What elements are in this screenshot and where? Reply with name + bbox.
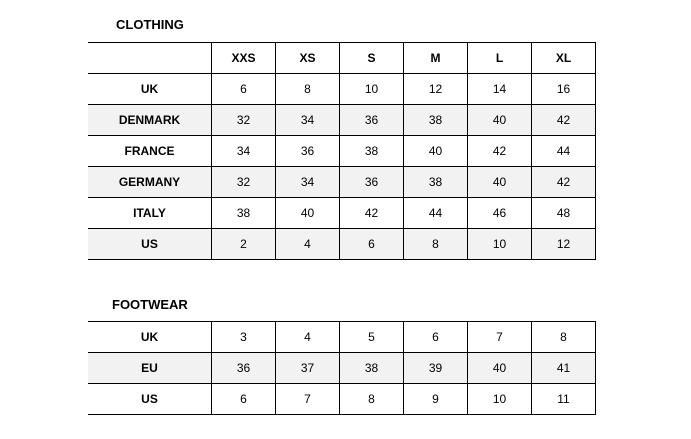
size-value-cell: 8 xyxy=(403,228,468,260)
size-value-cell: 41 xyxy=(531,352,596,384)
table-row: DENMARK 32 34 36 38 40 42 xyxy=(88,104,596,136)
size-value-cell: 38 xyxy=(339,352,404,384)
footwear-size-table: UK 3 4 5 6 7 8 EU 36 37 38 39 40 41 US 6 7 8 9 10 11 xyxy=(88,321,596,415)
size-value-cell: 12 xyxy=(531,228,596,260)
size-value-cell: 7 xyxy=(467,321,532,353)
footwear-title: FOOTWEAR xyxy=(112,297,188,312)
size-value-cell: 48 xyxy=(531,197,596,229)
size-value-cell: 38 xyxy=(211,197,276,229)
table-row: UK 6 8 10 12 14 16 xyxy=(88,73,596,105)
row-label-cell: EU xyxy=(88,352,212,384)
size-value-cell: 36 xyxy=(339,166,404,198)
size-value-cell: 34 xyxy=(275,104,340,136)
size-value-cell: 10 xyxy=(339,73,404,105)
size-value-cell: 36 xyxy=(339,104,404,136)
size-value-cell: 34 xyxy=(211,135,276,167)
size-value-cell: 39 xyxy=(403,352,468,384)
size-value-cell: 6 xyxy=(403,321,468,353)
size-value-cell: 44 xyxy=(531,135,596,167)
size-value-cell: 44 xyxy=(403,197,468,229)
header-corner-cell xyxy=(88,42,212,74)
row-label-cell: US xyxy=(88,228,212,260)
size-value-cell: 4 xyxy=(275,321,340,353)
row-label-cell: GERMANY xyxy=(88,166,212,198)
table-row: EU 36 37 38 39 40 41 xyxy=(88,352,596,384)
size-header-cell: L xyxy=(467,42,532,74)
size-value-cell: 42 xyxy=(531,166,596,198)
size-value-cell: 8 xyxy=(531,321,596,353)
size-header-cell: XS xyxy=(275,42,340,74)
row-label-cell: ITALY xyxy=(88,197,212,229)
size-header-cell: XXS xyxy=(211,42,276,74)
size-value-cell: 3 xyxy=(211,321,276,353)
row-label-cell: DENMARK xyxy=(88,104,212,136)
size-value-cell: 40 xyxy=(403,135,468,167)
table-row: FRANCE 34 36 38 40 42 44 xyxy=(88,135,596,167)
size-value-cell: 42 xyxy=(531,104,596,136)
size-value-cell: 32 xyxy=(211,166,276,198)
row-label-cell: FRANCE xyxy=(88,135,212,167)
size-value-cell: 34 xyxy=(275,166,340,198)
size-value-cell: 42 xyxy=(339,197,404,229)
table-row: GERMANY 32 34 36 38 40 42 xyxy=(88,166,596,198)
table-row: ITALY 38 40 42 44 46 48 xyxy=(88,197,596,229)
size-header-cell: M xyxy=(403,42,468,74)
size-value-cell: 10 xyxy=(467,228,532,260)
size-value-cell: 38 xyxy=(339,135,404,167)
size-value-cell: 37 xyxy=(275,352,340,384)
size-value-cell: 38 xyxy=(403,104,468,136)
size-value-cell: 36 xyxy=(275,135,340,167)
table-row: US 2 4 6 8 10 12 xyxy=(88,228,596,260)
size-value-cell: 42 xyxy=(467,135,532,167)
table-row: UK 3 4 5 6 7 8 xyxy=(88,321,596,353)
size-header-cell: XL xyxy=(531,42,596,74)
size-value-cell: 9 xyxy=(403,383,468,415)
size-value-cell: 7 xyxy=(275,383,340,415)
size-value-cell: 46 xyxy=(467,197,532,229)
size-value-cell: 32 xyxy=(211,104,276,136)
size-value-cell: 14 xyxy=(467,73,532,105)
row-label-cell: UK xyxy=(88,321,212,353)
size-value-cell: 6 xyxy=(211,73,276,105)
size-value-cell: 38 xyxy=(403,166,468,198)
size-value-cell: 16 xyxy=(531,73,596,105)
size-value-cell: 11 xyxy=(531,383,596,415)
size-value-cell: 2 xyxy=(211,228,276,260)
clothing-size-table: XXS XS S M L XL UK 6 8 10 12 14 16 DENMARK 32 34 36 38 40 4… xyxy=(88,42,596,260)
row-label-cell: UK xyxy=(88,73,212,105)
size-value-cell: 4 xyxy=(275,228,340,260)
size-header-cell: S xyxy=(339,42,404,74)
header-row: XXS XS S M L XL xyxy=(88,42,596,74)
size-value-cell: 36 xyxy=(211,352,276,384)
size-value-cell: 40 xyxy=(275,197,340,229)
size-value-cell: 12 xyxy=(403,73,468,105)
size-value-cell: 40 xyxy=(467,104,532,136)
size-value-cell: 8 xyxy=(275,73,340,105)
size-value-cell: 6 xyxy=(211,383,276,415)
size-value-cell: 10 xyxy=(467,383,532,415)
size-value-cell: 8 xyxy=(339,383,404,415)
table-row: US 6 7 8 9 10 11 xyxy=(88,383,596,415)
clothing-title: CLOTHING xyxy=(116,17,184,32)
size-value-cell: 5 xyxy=(339,321,404,353)
row-label-cell: US xyxy=(88,383,212,415)
size-value-cell: 40 xyxy=(467,352,532,384)
size-value-cell: 6 xyxy=(339,228,404,260)
size-value-cell: 40 xyxy=(467,166,532,198)
